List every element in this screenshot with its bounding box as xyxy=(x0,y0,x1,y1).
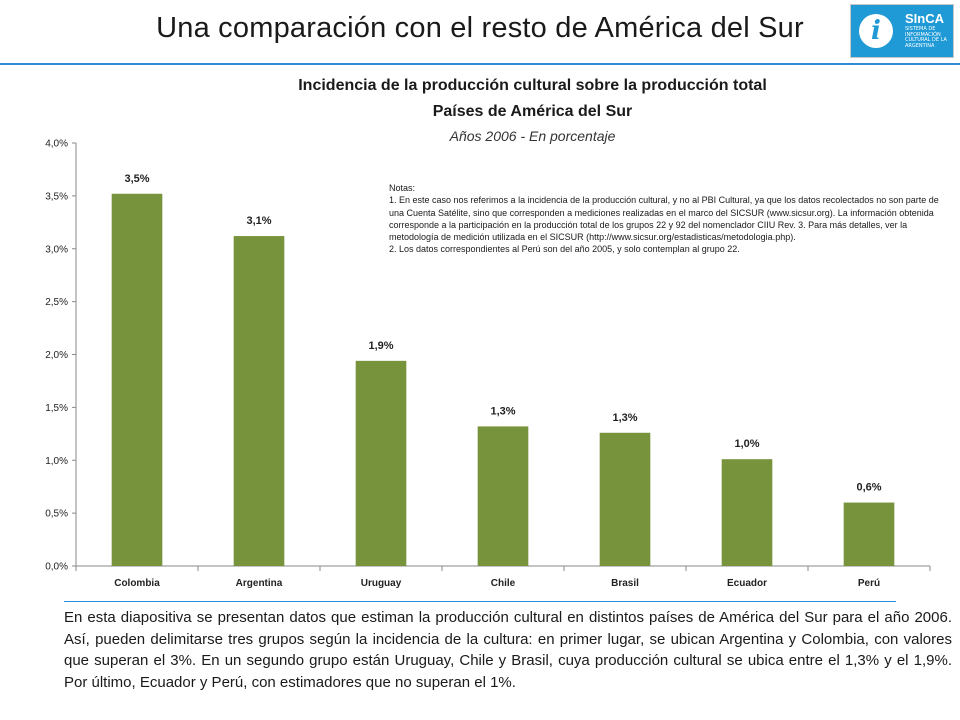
category-label: Chile xyxy=(491,578,516,589)
bar-chart: 0,0% 0,5% 1,0% 1,5% 2,0% 2,5% 3,0% 3,5% 4,0% 3,5… xyxy=(45,139,931,589)
data-label: 0,6% xyxy=(856,482,881,494)
category-label: Ecuador xyxy=(727,578,767,589)
slide-description: En esta diapositiva se presentan datos q… xyxy=(64,609,952,691)
y-tick-label: 0,5% xyxy=(45,509,68,520)
chart-title: Incidencia de la producción cultural sob… xyxy=(298,77,767,94)
category-label: Argentina xyxy=(236,578,283,589)
bar xyxy=(843,502,895,566)
bar xyxy=(477,426,529,566)
bar xyxy=(721,459,773,566)
chart-caption: Años 2006 - En porcentaje xyxy=(449,128,616,144)
data-label: 1,3% xyxy=(490,405,515,417)
chart-bars xyxy=(111,193,895,566)
category-label: Colombia xyxy=(114,578,160,589)
data-label: 1,3% xyxy=(612,412,637,424)
category-label: Uruguay xyxy=(361,578,402,589)
chart-subtitle: Países de América del Sur xyxy=(432,103,633,120)
data-label: 1,9% xyxy=(368,340,393,352)
category-label: Perú xyxy=(858,578,880,589)
info-icon: i xyxy=(859,14,893,48)
data-label: 3,1% xyxy=(246,215,271,227)
y-tick-label: 3,0% xyxy=(45,244,68,255)
y-tick-label: 1,0% xyxy=(45,456,68,467)
y-tick-label: 4,0% xyxy=(45,139,68,150)
logo-subtitle: SISTEMA DE INFORMACIÓN CULTURAL DE LA AR… xyxy=(905,26,947,49)
note-2: 2. Los datos correspondientes al Perú so… xyxy=(389,244,740,255)
note-1: 1. En este caso nos referimos a la incid… xyxy=(389,195,939,243)
bar xyxy=(111,193,163,566)
y-tick-label: 1,5% xyxy=(45,403,68,414)
chart-labels: 3,5% Colombia 3,1% Argentina 1,9% Uruguay 1,3%… xyxy=(114,173,882,589)
y-tick-label: 3,5% xyxy=(45,191,68,202)
sinca-logo: i SInCA SISTEMA DE INFORMACIÓN CULTURAL … xyxy=(850,4,954,58)
chart-notes: Notas: 1. En este caso nos referimos a l… xyxy=(389,182,951,256)
bottom-divider xyxy=(64,601,896,602)
y-tick-label: 0,0% xyxy=(45,562,68,573)
data-label: 1,0% xyxy=(734,438,759,450)
bar xyxy=(233,236,285,566)
bar xyxy=(599,432,651,566)
bar xyxy=(355,360,407,566)
y-tick-label: 2,0% xyxy=(45,350,68,361)
slide-title: Una comparación con el resto de América … xyxy=(156,12,804,44)
data-label: 3,5% xyxy=(124,173,149,185)
title-divider xyxy=(0,63,960,65)
notes-heading: Notas: xyxy=(389,183,416,193)
y-tick-label: 2,5% xyxy=(45,297,68,308)
category-label: Brasil xyxy=(611,578,639,589)
logo-name: SInCA xyxy=(905,11,944,26)
